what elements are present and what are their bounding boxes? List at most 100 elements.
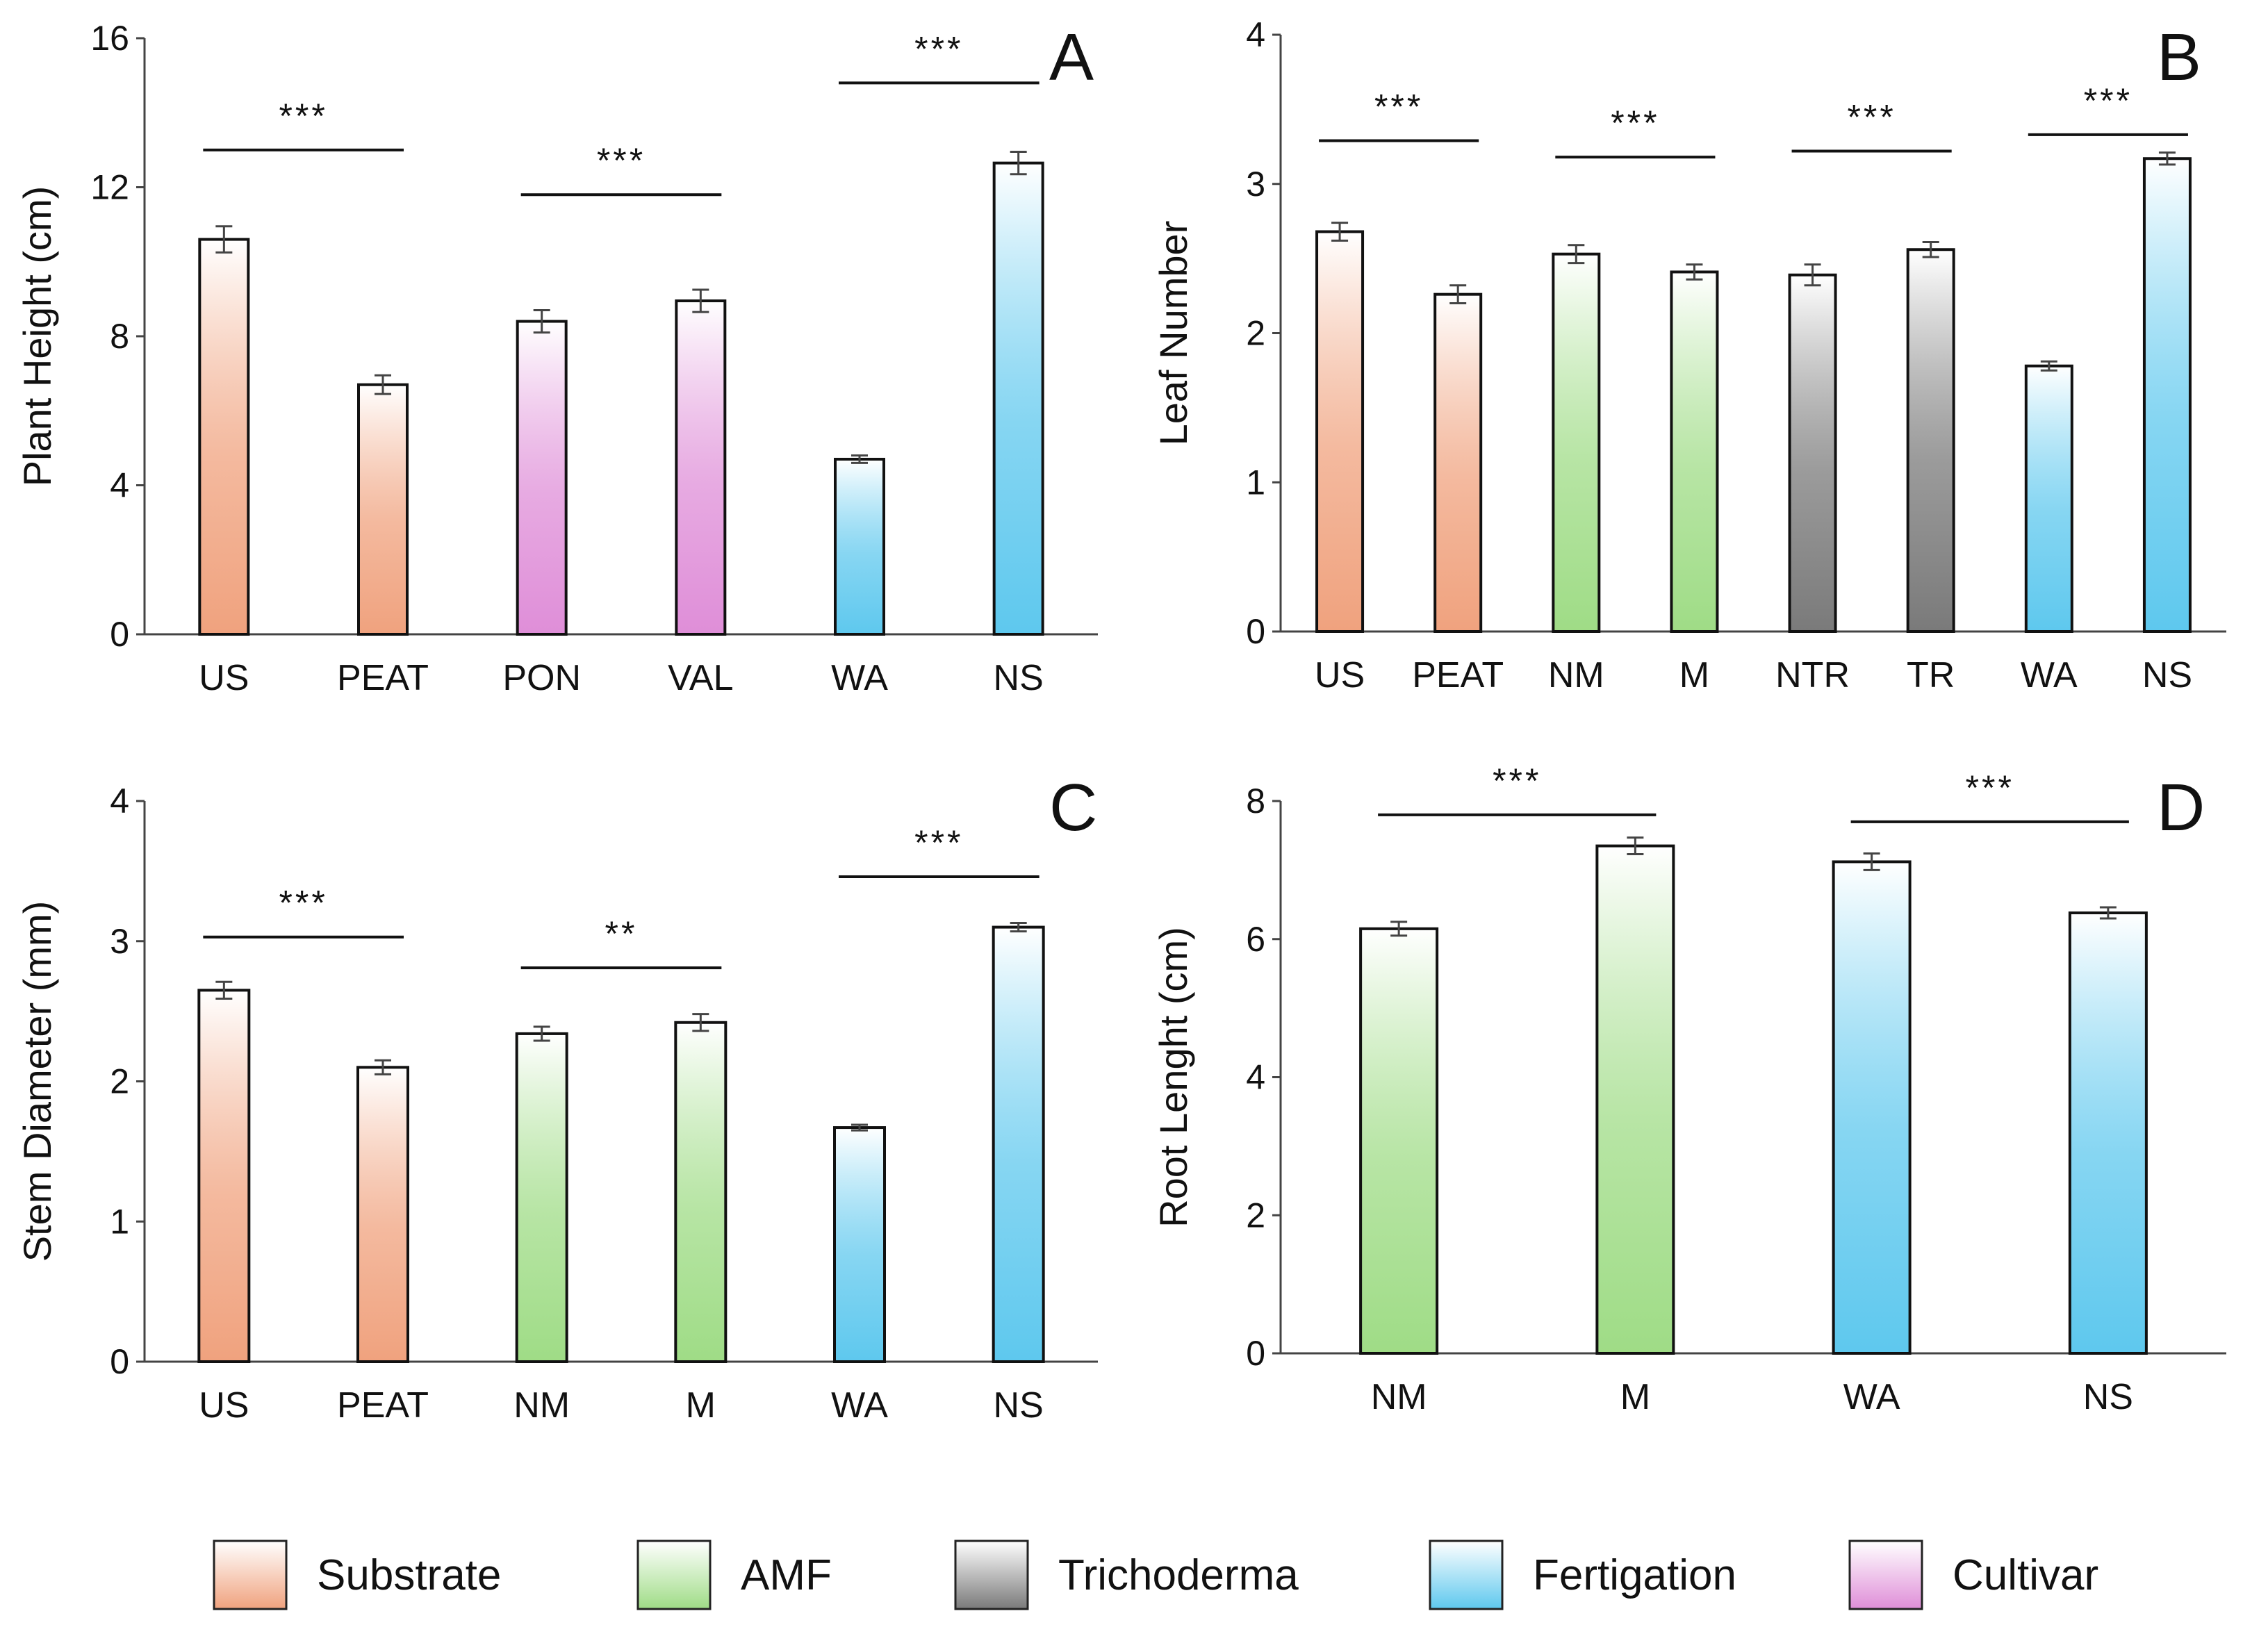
x-tick-label: US xyxy=(1315,655,1365,695)
x-tick-label: VAL xyxy=(668,658,733,698)
x-tick-label: NS xyxy=(994,1385,1044,1426)
y-tick-label: 12 xyxy=(90,168,129,207)
panel-letter: A xyxy=(1049,20,1094,94)
legend-item-amf: AMF xyxy=(636,1540,832,1610)
bar-ns xyxy=(992,925,1045,1363)
bar-peat xyxy=(356,1066,409,1363)
bar-val xyxy=(675,299,727,636)
bar-m xyxy=(1595,844,1675,1355)
bar-m xyxy=(674,1021,728,1363)
y-tick-label: 1 xyxy=(1246,463,1265,502)
significance-label: *** xyxy=(1611,104,1659,142)
y-tick-label: 3 xyxy=(1246,165,1265,204)
x-tick-label: PON xyxy=(502,658,581,698)
legend-label: AMF xyxy=(741,1551,832,1599)
bar-wa xyxy=(833,1126,886,1363)
x-tick-label: US xyxy=(199,658,249,698)
bar-peat xyxy=(1433,292,1483,633)
legend-swatch xyxy=(954,1540,1029,1610)
y-axis-title: Leaf Number xyxy=(1151,221,1195,446)
y-tick-label: 4 xyxy=(110,782,129,820)
y-axis-title: Root Lenght (cm) xyxy=(1151,927,1195,1228)
y-tick-label: 16 xyxy=(90,19,129,58)
significance-label: *** xyxy=(1966,768,2014,807)
bar-peat xyxy=(357,383,409,636)
legend-item-cultivar: Cultivar xyxy=(1848,1540,2098,1610)
significance-label: *** xyxy=(914,29,963,68)
y-tick-label: 2 xyxy=(110,1062,129,1101)
y-tick-label: 8 xyxy=(110,317,129,356)
x-tick-label: NS xyxy=(994,658,1044,698)
y-tick-label: 2 xyxy=(1246,1196,1265,1235)
bar-ns xyxy=(992,161,1044,636)
x-tick-label: M xyxy=(1620,1377,1650,1417)
significance-label: *** xyxy=(597,141,646,180)
chart-panel-a: 0 4 8 12 16 Plant Height (cm) US PEAT PON VAL WA NS… xyxy=(15,19,1098,698)
bar-m xyxy=(1670,270,1719,633)
y-tick-label: 0 xyxy=(110,1342,129,1381)
x-tick-label: WA xyxy=(831,1385,888,1426)
bar-us xyxy=(197,989,251,1364)
legend-item-substrate: Substrate xyxy=(213,1540,501,1610)
significance-label: *** xyxy=(914,823,963,862)
bar-ns xyxy=(2142,157,2192,633)
x-tick-label: M xyxy=(686,1385,716,1426)
bar-us xyxy=(198,238,250,636)
chart-panel-b: 0 1 2 3 4 Leaf Number US PEAT NM M NTR TR WA NS *** ***… xyxy=(1151,15,2226,695)
bar-nm xyxy=(1359,927,1439,1355)
y-tick-label: 4 xyxy=(110,466,129,505)
x-tick-label: WA xyxy=(2021,655,2078,695)
bar-ntr xyxy=(1788,273,1837,633)
legend-label: Substrate xyxy=(317,1551,501,1599)
y-tick-label: 0 xyxy=(110,615,129,654)
bar-nm xyxy=(515,1032,568,1364)
legend-swatch xyxy=(636,1540,712,1610)
x-tick-label: NTR xyxy=(1775,655,1850,695)
x-tick-label: M xyxy=(1679,655,1709,695)
bar-ns xyxy=(2068,911,2148,1355)
y-axis-title: Stem Diameter (mm) xyxy=(15,901,59,1262)
y-tick-label: 4 xyxy=(1246,1058,1265,1097)
panel-letter: C xyxy=(1049,770,1097,845)
significance-label: *** xyxy=(1847,98,1896,137)
significance-label: *** xyxy=(1374,87,1423,126)
panel-letter: D xyxy=(2157,770,2205,845)
bar-pon xyxy=(516,320,568,636)
legend-item-fertigation: Fertigation xyxy=(1429,1540,1736,1610)
bar-wa xyxy=(1832,860,1912,1355)
x-tick-label: PEAT xyxy=(337,658,429,698)
bar-wa xyxy=(2024,364,2073,633)
y-tick-label: 1 xyxy=(110,1202,129,1241)
x-tick-label: NM xyxy=(513,1385,570,1426)
legend-item-trichoderma: Trichoderma xyxy=(954,1540,1299,1610)
significance-label: *** xyxy=(2084,81,2133,120)
x-tick-label: WA xyxy=(831,658,888,698)
x-tick-label: PEAT xyxy=(1412,655,1504,695)
y-tick-label: 0 xyxy=(1246,1334,1265,1373)
x-tick-label: WA xyxy=(1843,1377,1900,1417)
panel-letter: B xyxy=(2157,20,2201,94)
significance-label: *** xyxy=(279,97,327,135)
x-tick-label: NM xyxy=(1548,655,1604,695)
x-tick-label: NS xyxy=(2142,655,2192,695)
significance-label: *** xyxy=(1493,761,1541,800)
y-tick-label: 4 xyxy=(1246,15,1265,54)
legend-swatch xyxy=(1848,1540,1923,1610)
chart-panel-d: 0 2 4 6 8 Root Lenght (cm) NM M WA NS *** *** D xyxy=(1151,761,2226,1417)
x-tick-label: US xyxy=(199,1385,249,1426)
bar-wa xyxy=(834,457,885,636)
significance-label: *** xyxy=(279,884,327,923)
significance-label: ** xyxy=(605,914,638,953)
bar-us xyxy=(1315,230,1365,634)
legend-label: Fertigation xyxy=(1533,1551,1736,1599)
y-tick-label: 3 xyxy=(110,922,129,961)
bar-tr xyxy=(1906,248,1955,633)
legend-swatch xyxy=(213,1540,288,1610)
legend-label: Cultivar xyxy=(1953,1551,2098,1599)
y-tick-label: 8 xyxy=(1246,782,1265,820)
y-tick-label: 6 xyxy=(1246,920,1265,959)
y-tick-label: 2 xyxy=(1246,314,1265,353)
x-tick-label: TR xyxy=(1907,655,1955,695)
